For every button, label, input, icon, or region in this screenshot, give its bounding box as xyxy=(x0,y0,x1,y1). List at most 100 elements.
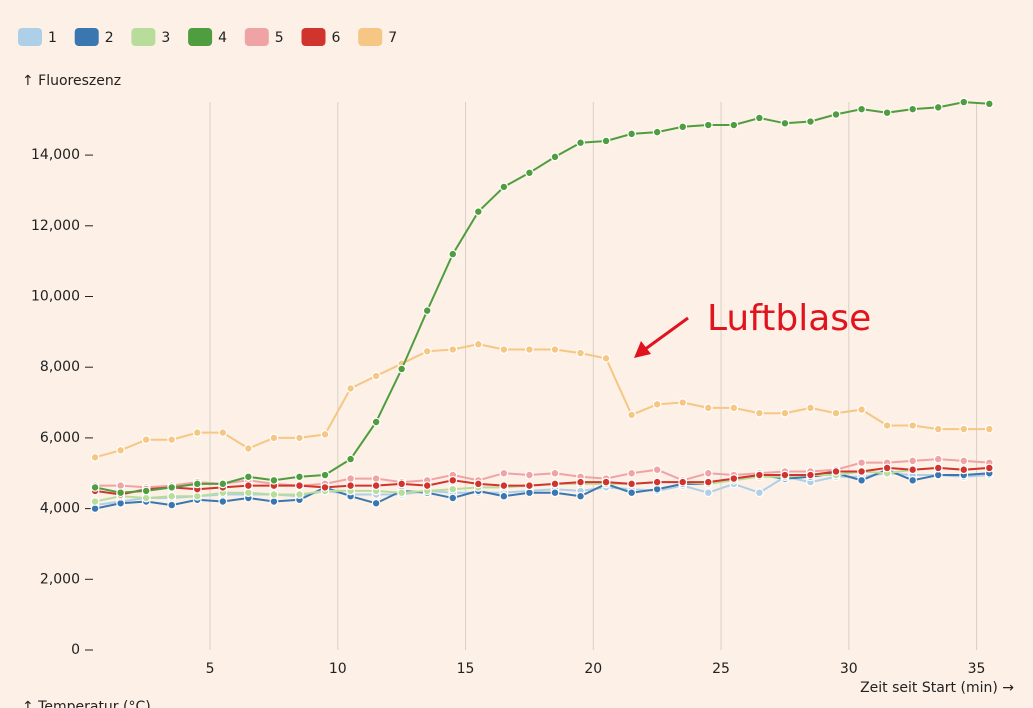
data-point xyxy=(167,482,177,492)
second-axis-label: ↑ Temperatur (°C) xyxy=(22,699,151,708)
legend-label: 5 xyxy=(275,30,284,46)
data-point xyxy=(346,474,355,483)
legend-swatch xyxy=(301,28,326,46)
data-point xyxy=(397,488,407,498)
data-point xyxy=(218,479,228,489)
legend-label: 2 xyxy=(105,30,114,46)
data-point xyxy=(499,491,509,501)
data-point xyxy=(192,428,202,437)
data-point xyxy=(754,408,764,418)
data-point xyxy=(959,97,969,107)
data-point xyxy=(984,463,994,473)
data-point xyxy=(652,477,662,487)
data-point xyxy=(601,477,611,487)
data-point xyxy=(167,435,177,445)
data-point xyxy=(422,306,432,316)
data-point xyxy=(831,408,841,418)
data-point xyxy=(525,345,534,354)
data-point xyxy=(908,475,918,485)
data-point xyxy=(243,472,253,482)
data-point xyxy=(601,353,611,363)
data-point xyxy=(933,454,943,464)
y-tick-label: 12,000 xyxy=(31,218,80,234)
data-point xyxy=(499,182,509,192)
data-point xyxy=(933,470,943,480)
legend-swatch xyxy=(188,28,213,46)
data-point xyxy=(576,477,585,487)
data-point xyxy=(243,488,253,498)
y-tick-label: 10,000 xyxy=(31,288,80,304)
data-point xyxy=(448,475,458,485)
data-point xyxy=(346,481,355,491)
data-point xyxy=(320,482,330,492)
data-point xyxy=(192,479,202,489)
data-point xyxy=(933,424,943,434)
data-point xyxy=(422,481,432,491)
data-point xyxy=(882,463,892,473)
data-point xyxy=(295,472,304,482)
data-point xyxy=(473,339,483,349)
data-point xyxy=(754,113,764,123)
x-tick-label: 20 xyxy=(584,661,602,677)
legend-swatch xyxy=(18,28,42,46)
annotation: Luftblase xyxy=(707,298,871,339)
data-point xyxy=(269,475,279,485)
data-point xyxy=(550,152,560,162)
data-point xyxy=(703,120,713,130)
data-point xyxy=(984,99,994,109)
data-point xyxy=(857,467,866,476)
legend-label: 7 xyxy=(388,30,397,46)
data-point xyxy=(933,463,943,473)
data-point xyxy=(806,403,815,413)
data-point xyxy=(422,346,432,356)
legend-swatch xyxy=(358,28,383,46)
data-point xyxy=(908,421,918,430)
data-point xyxy=(984,424,994,434)
legend-swatch xyxy=(244,28,269,46)
data-point xyxy=(576,491,585,501)
x-tick-label: 15 xyxy=(457,661,475,677)
y-tick-label: 14,000 xyxy=(31,147,80,163)
data-point xyxy=(550,488,560,498)
data-point xyxy=(116,481,126,491)
data-point xyxy=(448,493,458,503)
data-point xyxy=(959,424,969,434)
data-point xyxy=(550,345,560,354)
x-tick-label: 10 xyxy=(329,661,347,677)
data-point xyxy=(397,479,407,489)
data-point xyxy=(218,428,228,437)
data-point xyxy=(218,497,228,506)
data-point xyxy=(882,421,892,430)
data-point xyxy=(371,474,381,483)
data-point xyxy=(499,345,509,354)
data-point xyxy=(627,488,637,498)
data-point xyxy=(627,129,637,139)
data-point xyxy=(908,465,918,475)
legend-label: 3 xyxy=(161,30,170,46)
data-point xyxy=(703,488,713,498)
data-point xyxy=(192,491,202,501)
data-point xyxy=(473,207,483,217)
data-point xyxy=(243,444,253,453)
data-point xyxy=(550,479,560,489)
data-point xyxy=(652,465,662,475)
data-point xyxy=(295,481,304,491)
data-point xyxy=(754,488,764,498)
data-point xyxy=(959,456,969,466)
data-point xyxy=(627,479,637,489)
data-point xyxy=(857,475,866,485)
data-point xyxy=(525,481,534,491)
y-tick-label: 0 xyxy=(71,642,80,658)
data-point xyxy=(550,468,560,478)
data-point xyxy=(652,127,662,137)
data-point xyxy=(882,108,892,118)
data-point xyxy=(857,104,866,114)
data-point xyxy=(576,348,585,358)
data-point xyxy=(831,467,841,476)
data-point xyxy=(346,454,355,464)
data-point xyxy=(703,468,713,478)
data-point xyxy=(678,122,688,132)
data-point xyxy=(269,490,279,499)
data-point xyxy=(448,484,458,494)
